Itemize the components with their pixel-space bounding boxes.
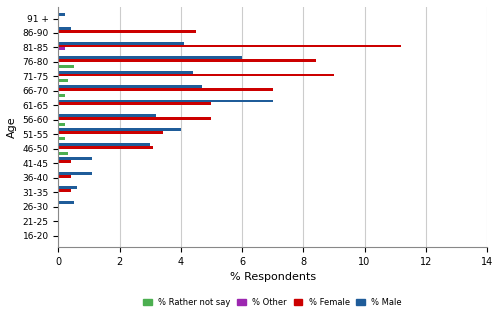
Bar: [58, 186, 77, 189]
Bar: [58, 65, 74, 68]
X-axis label: % Respondents: % Respondents: [230, 273, 316, 282]
Bar: [58, 143, 150, 146]
Bar: [58, 79, 68, 82]
Legend: % Rather not say, % Other, % Female, % Male: % Rather not say, % Other, % Female, % M…: [140, 294, 406, 310]
Bar: [58, 88, 272, 91]
Bar: [58, 56, 242, 59]
Bar: [58, 85, 203, 88]
Bar: [58, 27, 70, 30]
Bar: [58, 13, 64, 16]
Bar: [58, 100, 272, 102]
Bar: [58, 157, 92, 160]
Bar: [58, 117, 212, 120]
Bar: [58, 59, 316, 62]
Bar: [58, 114, 156, 117]
Bar: [58, 128, 181, 131]
Bar: [58, 189, 70, 192]
Bar: [58, 172, 92, 175]
Bar: [58, 146, 154, 149]
Y-axis label: Age: Age: [7, 116, 17, 138]
Bar: [58, 47, 64, 50]
Bar: [58, 152, 68, 155]
Bar: [58, 71, 193, 73]
Bar: [58, 102, 212, 105]
Bar: [58, 42, 184, 45]
Bar: [58, 123, 64, 126]
Bar: [58, 137, 64, 140]
Bar: [58, 201, 74, 204]
Bar: [58, 160, 70, 163]
Bar: [58, 45, 401, 47]
Bar: [58, 175, 70, 178]
Bar: [58, 30, 196, 33]
Bar: [58, 73, 334, 76]
Bar: [58, 94, 64, 97]
Bar: [58, 131, 162, 134]
